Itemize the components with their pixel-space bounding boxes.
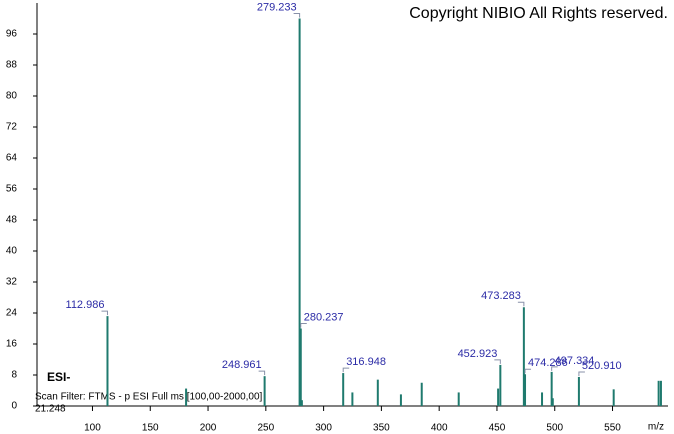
y-tick-label: 40 <box>6 246 18 257</box>
y-tick-label: 0 <box>11 401 17 412</box>
y-tick-label: 56 <box>6 184 18 195</box>
x-tick-label: 550 <box>604 423 621 434</box>
peak-label: 280.237 <box>304 311 344 323</box>
peak-label: 279.233 <box>257 1 297 13</box>
x-tick-label: 450 <box>489 423 506 434</box>
y-tick-label: 48 <box>6 215 18 226</box>
peak-label: 452.923 <box>458 348 498 360</box>
y-tick-label: 8 <box>11 370 17 381</box>
x-tick-label: 500 <box>546 423 563 434</box>
peak-label: 474.286 <box>528 357 568 369</box>
peak-label: 520.910 <box>582 360 622 372</box>
x-tick-label: 150 <box>142 423 159 434</box>
x-tick-label: 200 <box>200 423 217 434</box>
y-tick-label: 64 <box>6 153 18 164</box>
scan-filter: Scan Filter: FTMS - p ESI Full ms [100,0… <box>35 392 263 403</box>
peak-label: 248.961 <box>222 359 262 371</box>
label-bracket <box>578 371 585 376</box>
label-bracket <box>551 366 558 371</box>
label-bracket <box>524 368 532 374</box>
y-tick-label: 72 <box>6 122 18 133</box>
y-tick-label: 32 <box>6 277 18 288</box>
y-tick-label: 88 <box>6 60 18 71</box>
x-axis-label: m/z <box>648 422 664 433</box>
label-bracket <box>258 370 266 376</box>
label-bracket <box>494 359 501 364</box>
y-tick-label: 96 <box>6 29 18 40</box>
x-tick-label: 400 <box>431 423 448 434</box>
ionization-label: ESI- <box>47 370 70 384</box>
label-bracket <box>342 367 350 373</box>
y-tick-label: 80 <box>6 91 18 102</box>
retention-time: 21.248 <box>35 404 66 415</box>
label-bracket <box>293 13 301 18</box>
peak-label: 112.986 <box>66 299 105 311</box>
y-tick-label: 24 <box>6 308 18 319</box>
label-bracket <box>517 301 525 307</box>
y-tick-label: 16 <box>6 339 18 350</box>
x-tick-label: 250 <box>257 423 274 434</box>
copyright: Copyright NIBIO All Rights reserved. <box>409 5 668 22</box>
x-tick-label: 300 <box>315 423 332 434</box>
peak-label: 497.334 <box>555 355 595 367</box>
label-bracket <box>300 323 307 328</box>
label-bracket <box>101 310 108 316</box>
peak-label: 473.283 <box>481 290 521 302</box>
x-tick-label: 100 <box>84 423 101 434</box>
peak-label: 316.948 <box>346 356 386 368</box>
x-tick-label: 350 <box>373 423 390 434</box>
